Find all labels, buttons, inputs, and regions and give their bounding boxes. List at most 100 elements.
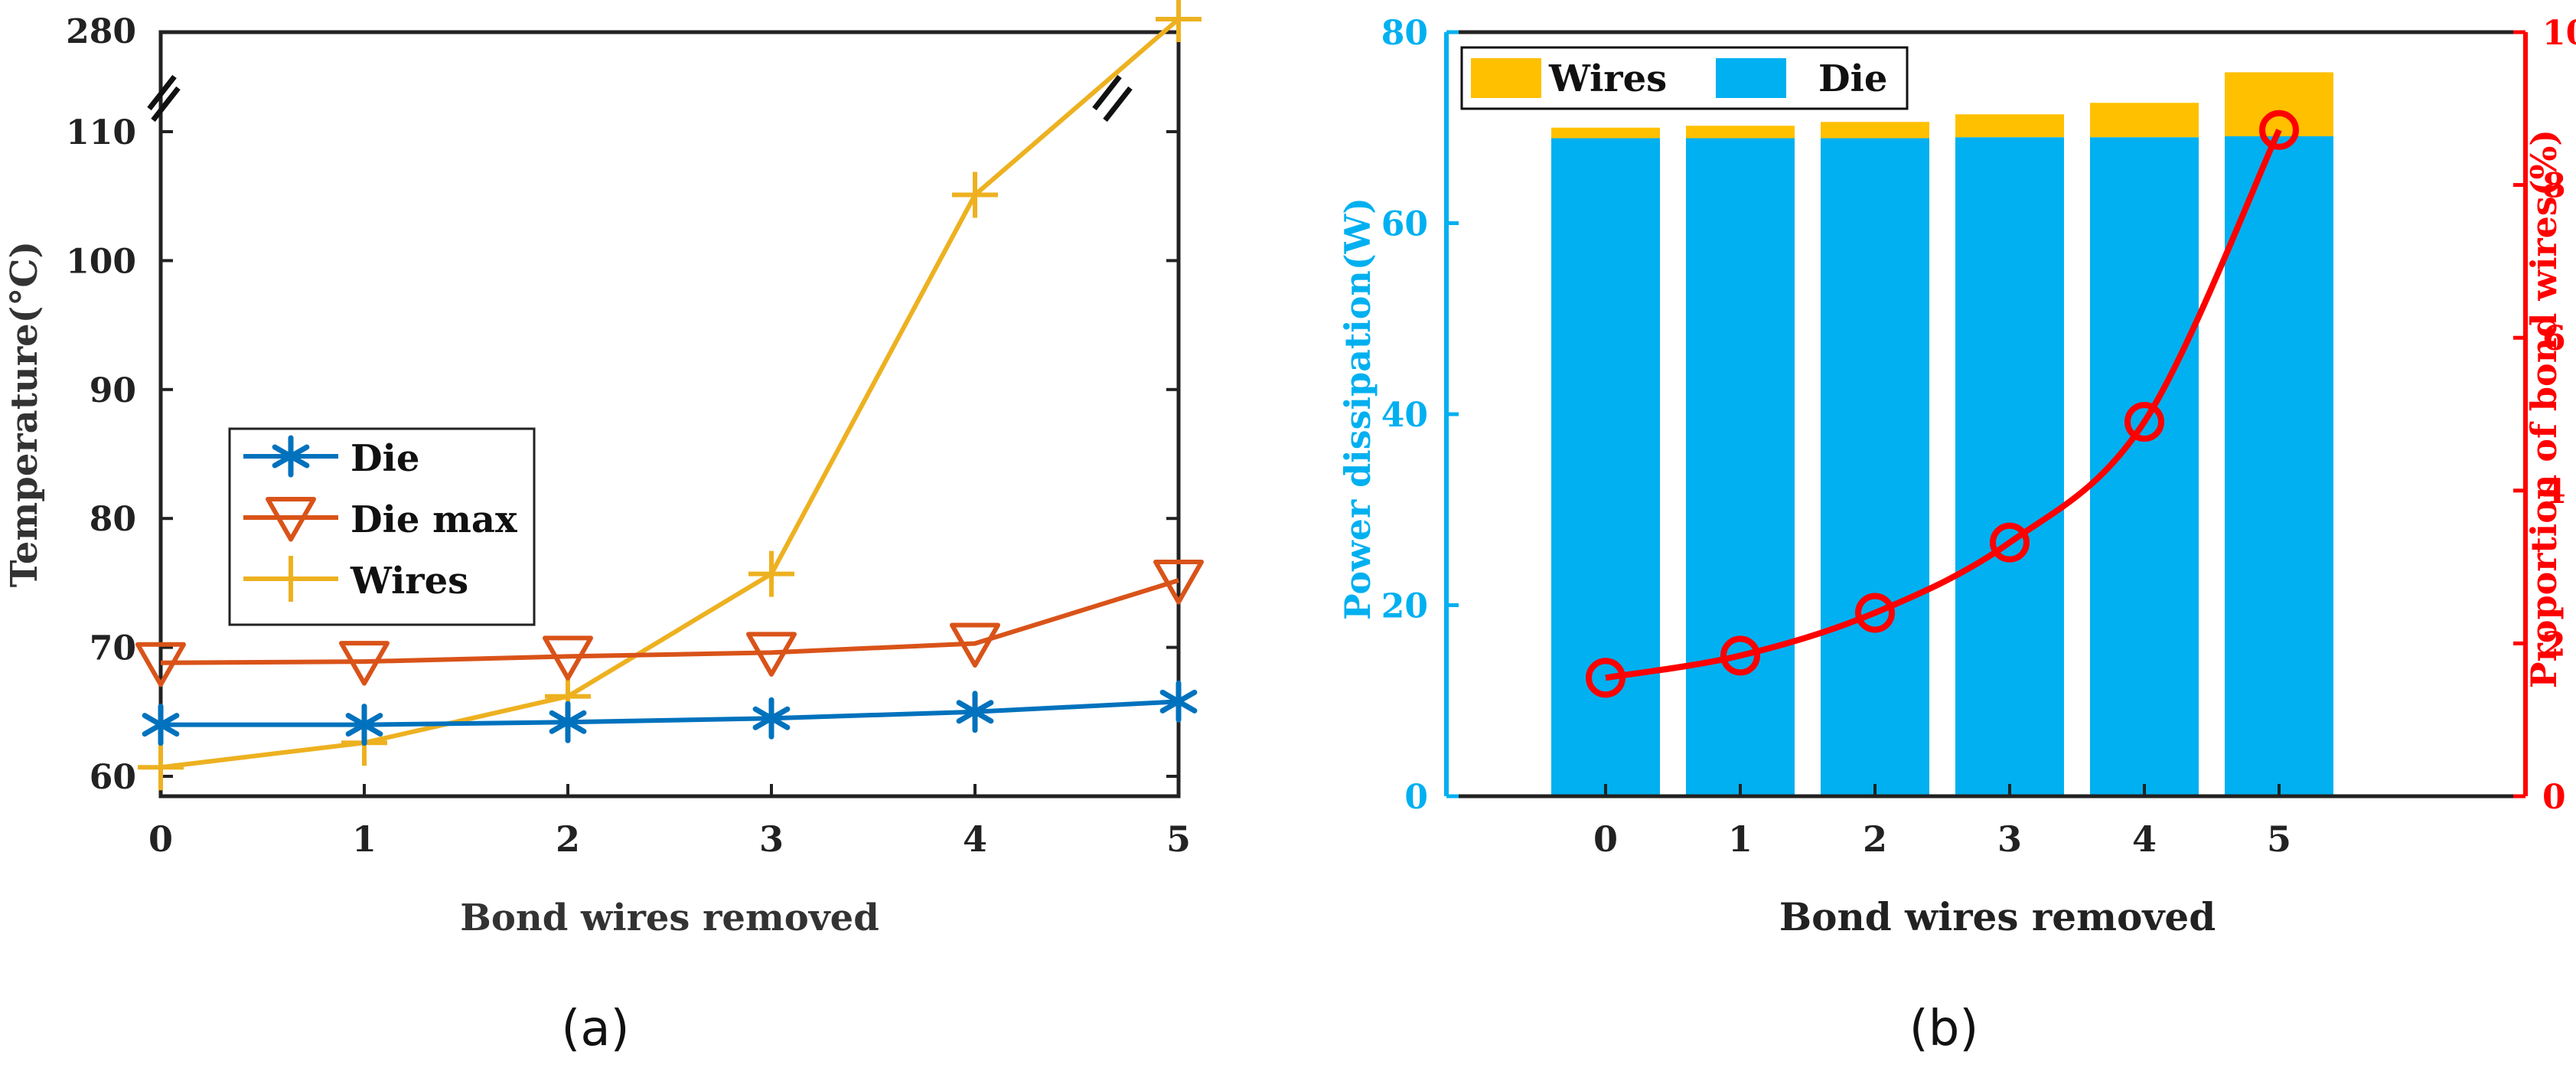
legend-marker-die-max [266, 497, 316, 542]
data-point-die [956, 691, 994, 733]
panel-a-x-tick-labels: 0 1 2 3 4 5 [148, 818, 1191, 860]
data-point-die-stroke [1159, 689, 1198, 714]
legend-marker-wires [268, 556, 314, 602]
y-tick-label: 80 [1381, 14, 1428, 53]
legend-label-die-max: Die max [351, 498, 517, 541]
x-tick-label: 3 [1997, 818, 2022, 860]
panel-b-legend: Wires Die [1460, 46, 1909, 110]
y-right-tick-label: 6 [2542, 319, 2566, 358]
panel-a-series [135, 0, 1204, 791]
bar-wires [1551, 127, 1660, 139]
y-right-tick-label: 8 [2542, 167, 2566, 206]
y-axis-label-right: Proportion of bond wires(%) [2523, 129, 2565, 688]
bar-wires [1821, 122, 1929, 139]
x-tick-label: 0 [148, 818, 173, 860]
panel-a-y-tick-labels: 280 60 70 80 90 100 110 [66, 12, 136, 797]
y-tick-label: 70 [90, 629, 136, 668]
data-point-die-max [543, 635, 593, 681]
bar-die [2225, 136, 2333, 797]
bar-wires [1686, 126, 1795, 139]
bar-wires [1955, 114, 2064, 138]
y-tick-label: 60 [90, 758, 136, 797]
x-tick-label: 2 [556, 818, 580, 860]
y-tick-label: 80 [90, 500, 136, 539]
y-right-tick-label: 0 [2542, 778, 2566, 817]
legend-label-wires: Wires [1548, 57, 1667, 100]
x-tick-label: 0 [1593, 818, 1618, 860]
bar-die [1955, 137, 2064, 797]
y-right-tick-label: 4 [2542, 472, 2566, 511]
legend-swatch-wires [1471, 58, 1541, 98]
data-point-wires [952, 171, 998, 218]
data-point-die [752, 697, 791, 740]
data-point-die-stroke [345, 713, 383, 737]
y-tick-label: 100 [66, 242, 136, 281]
ratio-data-point-shape [1586, 658, 1625, 698]
y-tick-label: 40 [1381, 396, 1428, 435]
y-tick-label: 90 [90, 371, 136, 410]
data-point-die-stroke [752, 706, 791, 730]
legend-swatch-die [1716, 58, 1786, 98]
bar-die [1551, 138, 1660, 796]
x-tick-label: 5 [1166, 818, 1191, 860]
y-axis-label: Temperature(°C) [3, 241, 46, 588]
y-right-tick-label: 2 [2542, 625, 2566, 664]
panel-a-caption: (a) [561, 1001, 629, 1057]
legend-label-die: Die [1818, 57, 1887, 100]
data-point-die-stroke [956, 700, 994, 724]
panel-b-ratio-line [1586, 109, 2299, 698]
bar-wires [2090, 103, 2199, 138]
data-point-wires [748, 550, 794, 597]
ratio-data-point [2259, 109, 2299, 150]
data-point-die-max [135, 642, 186, 688]
ratio-data-point [1855, 593, 1895, 633]
data-point-die-max-shape [950, 622, 1000, 668]
panel-b-bars [1551, 72, 2333, 797]
legend-label-wires: Wires [350, 560, 468, 603]
ratio-data-point-shape [1990, 522, 2030, 563]
data-point-die-stroke [549, 710, 587, 734]
data-point-die-max [339, 641, 390, 686]
x-tick-label: 2 [1863, 818, 1887, 860]
data-point-wires [1156, 0, 1202, 42]
panel-b-x-tick-labels: 0 1 2 3 4 5 [1593, 818, 2291, 860]
data-point-die-max [1153, 560, 1204, 605]
ratio-line [1605, 129, 2282, 681]
data-point-die [549, 701, 587, 743]
data-point-die [345, 704, 383, 746]
x-tick-label: 1 [1728, 818, 1753, 860]
ratio-data-point-shape [1720, 635, 1760, 676]
data-point-die [1159, 680, 1198, 723]
data-point-die-max-shape [746, 632, 797, 677]
y-tick-label: 110 [66, 113, 136, 152]
bar-die [1686, 138, 1795, 796]
legend-marker-die-stroke [272, 444, 310, 469]
panel-b-left-tick-labels: 0 20 40 60 80 [1381, 14, 1428, 817]
ratio-data-point-shape [1855, 593, 1895, 633]
data-point-die-stroke [142, 713, 180, 737]
ratio-data-point [1720, 635, 1760, 676]
bar-die [1821, 138, 1929, 796]
y-tick-label: 60 [1381, 205, 1428, 244]
data-point-die-max-shape [543, 635, 593, 681]
panel-a-plot-frame [158, 30, 1181, 799]
panel-b: 0 20 40 60 80 0 2 4 6 8 10 0 1 2 3 4 5 P… [1337, 14, 2576, 1057]
panel-b-caption: (b) [1909, 1001, 1979, 1057]
x-tick-label: 5 [2267, 818, 2291, 860]
x-tick-label: 1 [352, 818, 377, 860]
panel-a: 280 60 70 80 90 100 110 0 1 2 3 4 5 Temp… [3, 0, 1204, 1057]
series-line-wires [160, 17, 1180, 770]
panel-b-right-tick-labels: 0 2 4 6 8 10 [2542, 14, 2576, 817]
series-line-die [161, 699, 1179, 727]
data-point-die-max-shape [339, 641, 390, 686]
y-right-tick-label: 10 [2542, 14, 2576, 53]
x-axis-label: Bond wires removed [460, 897, 879, 939]
ratio-data-point [2124, 401, 2164, 442]
data-point-die [142, 704, 180, 746]
ratio-data-point [1586, 658, 1625, 698]
panel-a-legend: Die Die max Wires [228, 427, 536, 626]
x-tick-label: 3 [759, 818, 784, 860]
data-point-die-max [746, 632, 797, 677]
y-tick-label: 0 [1404, 778, 1428, 817]
